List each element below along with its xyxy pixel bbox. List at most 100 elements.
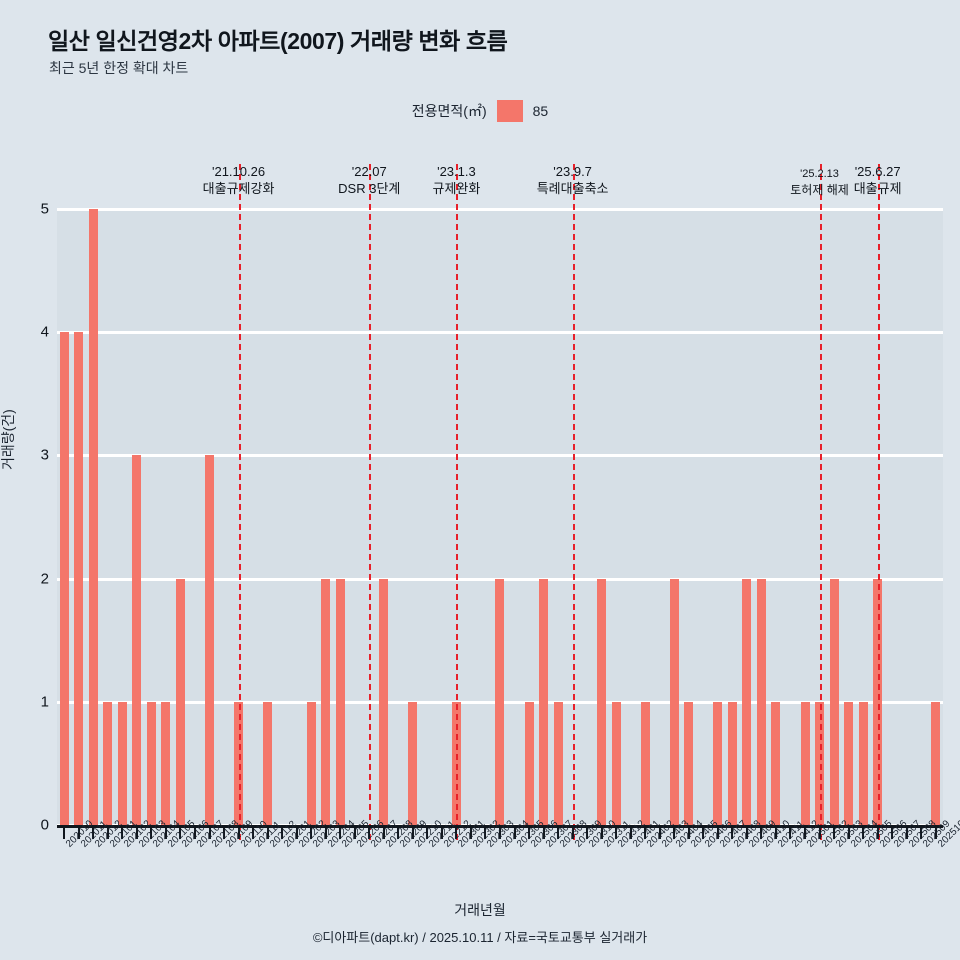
x-axis-tick	[600, 828, 603, 839]
x-axis-tick	[339, 828, 342, 839]
bar[interactable]	[263, 701, 273, 825]
legend-title: 전용면적(㎡)	[411, 103, 487, 119]
bar[interactable]	[931, 701, 941, 825]
x-axis-tick	[847, 828, 850, 839]
bar[interactable]	[669, 578, 679, 825]
bar[interactable]	[88, 209, 98, 825]
x-axis-tick-labels: 202010 202011 202012 202101 202102 202103 2021…	[57, 818, 960, 902]
x-axis-tick	[135, 828, 138, 839]
y-axis-ticks: 0 1 2 3 4 5	[0, 201, 49, 834]
x-axis-tick	[179, 828, 182, 839]
y-axis-tick-label: 2	[40, 570, 49, 588]
x-axis-tick	[862, 828, 865, 839]
x-axis-tick	[150, 828, 153, 839]
event-marker-line	[877, 164, 880, 840]
y-axis-tick-label: 3	[40, 446, 49, 464]
y-axis-tick-label: 0	[40, 816, 49, 834]
bar[interactable]	[379, 578, 389, 825]
x-axis-tick	[818, 828, 821, 839]
bar[interactable]	[205, 455, 214, 825]
x-axis-tick	[789, 828, 792, 839]
y-axis-tick-label: 1	[40, 693, 49, 711]
x-axis-tick	[193, 828, 196, 839]
x-axis-tick	[702, 828, 705, 839]
x-axis-tick	[310, 828, 313, 839]
x-axis-tick	[295, 828, 298, 839]
bar[interactable]	[495, 578, 505, 825]
event-marker-line	[369, 164, 372, 840]
x-axis-ticks	[57, 828, 943, 840]
bar[interactable]	[161, 701, 171, 825]
bar[interactable]	[321, 578, 331, 825]
bar[interactable]	[829, 578, 839, 825]
bar[interactable]	[408, 701, 418, 825]
x-axis-tick	[455, 828, 458, 839]
x-axis-tick	[920, 828, 923, 839]
x-axis-tick	[687, 828, 690, 839]
event-marker-line	[819, 164, 822, 840]
x-axis-tick	[586, 828, 589, 839]
x-axis-tick	[63, 828, 66, 839]
y-axis-tick-label: 4	[40, 323, 49, 341]
bar[interactable]	[103, 701, 113, 825]
x-axis-tick	[804, 828, 807, 839]
bar[interactable]	[59, 332, 69, 825]
gridline	[57, 454, 943, 458]
x-axis-tick	[629, 828, 632, 839]
bar[interactable]	[800, 701, 810, 825]
bar[interactable]	[640, 701, 650, 825]
legend-color-swatch	[496, 100, 523, 122]
event-marker-line	[238, 164, 241, 840]
bar[interactable]	[742, 578, 752, 825]
x-axis-tick	[440, 828, 443, 839]
x-axis-tick	[716, 828, 719, 839]
bar[interactable]	[858, 701, 868, 825]
x-axis-tick	[324, 828, 327, 839]
bar[interactable]	[306, 701, 316, 825]
x-axis-tick	[673, 828, 676, 839]
x-axis-tick	[644, 828, 647, 839]
x-axis-tick	[499, 828, 501, 839]
x-axis-tick	[106, 828, 109, 839]
page-title: 일산 일신건영2차 아파트(2007) 거래량 변화 흐름	[48, 28, 508, 54]
bar[interactable]	[713, 701, 723, 825]
bar[interactable]	[597, 578, 607, 825]
bar[interactable]	[756, 578, 766, 825]
bar[interactable]	[335, 578, 345, 825]
x-axis-tick	[223, 828, 226, 839]
bar[interactable]	[132, 455, 142, 825]
footer-credit: ©디아파트(dapt.kr) / 2025.10.11 / 자료=국토교통부 실…	[312, 930, 648, 945]
bar[interactable]	[74, 332, 84, 825]
bar[interactable]	[553, 701, 563, 825]
x-axis-tick	[833, 828, 836, 839]
x-axis-title: 거래년월	[454, 902, 506, 918]
x-axis-tick	[528, 828, 531, 839]
bar[interactable]	[146, 701, 156, 825]
x-axis-tick	[934, 828, 937, 839]
bar[interactable]	[539, 578, 549, 825]
event-marker-line	[456, 164, 459, 840]
x-axis-tick	[397, 828, 400, 839]
bar[interactable]	[844, 701, 854, 825]
chart-legend: 전용면적(㎡) 85	[0, 100, 960, 122]
x-axis-tick	[571, 828, 574, 839]
x-axis-tick	[469, 828, 472, 839]
x-axis-tick	[281, 828, 284, 839]
bar-series	[57, 209, 943, 825]
x-axis-tick	[542, 828, 545, 839]
bar[interactable]	[727, 701, 737, 825]
event-marker-line	[572, 164, 575, 840]
x-axis-tick	[905, 828, 908, 839]
bar[interactable]	[684, 701, 694, 825]
x-axis-tick	[353, 828, 356, 839]
bar[interactable]	[771, 701, 781, 825]
x-axis-tick	[208, 828, 211, 839]
bar[interactable]	[175, 578, 185, 825]
x-axis-tick	[876, 828, 879, 839]
bar[interactable]	[611, 701, 621, 825]
bar[interactable]	[524, 701, 534, 825]
x-axis-tick	[557, 828, 560, 839]
legend-series-label: 85	[532, 103, 549, 119]
bar[interactable]	[117, 701, 127, 825]
y-axis-tick-label: 5	[40, 200, 49, 218]
